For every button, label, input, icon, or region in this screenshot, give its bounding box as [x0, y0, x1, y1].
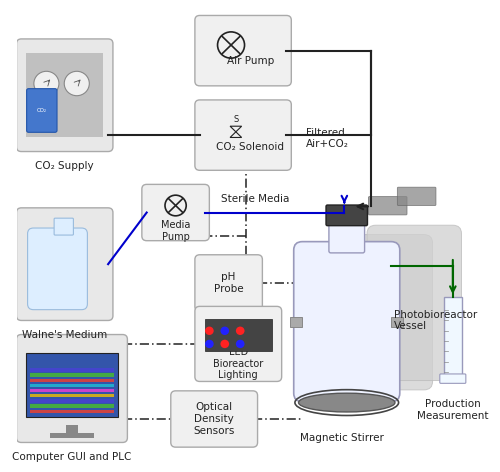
- Circle shape: [236, 340, 244, 348]
- FancyBboxPatch shape: [294, 242, 400, 402]
- FancyBboxPatch shape: [195, 306, 282, 381]
- Circle shape: [220, 340, 229, 348]
- FancyBboxPatch shape: [28, 228, 88, 310]
- Circle shape: [236, 327, 244, 335]
- FancyBboxPatch shape: [398, 187, 436, 205]
- FancyBboxPatch shape: [440, 374, 466, 383]
- Text: Filtered
Air+CO₂: Filtered Air+CO₂: [306, 127, 348, 149]
- Bar: [50, 433, 94, 438]
- FancyBboxPatch shape: [195, 16, 292, 86]
- Text: Magnetic Stirrer: Magnetic Stirrer: [300, 433, 384, 443]
- Text: Photobioreactor
Vessel: Photobioreactor Vessel: [394, 310, 477, 331]
- Bar: [30, 410, 114, 413]
- Text: LED
Bioreactor
Lighting: LED Bioreactor Lighting: [213, 347, 264, 380]
- Circle shape: [205, 340, 214, 348]
- Bar: [290, 317, 302, 328]
- FancyBboxPatch shape: [26, 354, 118, 417]
- Text: Walne's Medium: Walne's Medium: [22, 330, 107, 340]
- Bar: [30, 394, 114, 397]
- Text: CO₂ Solenoid: CO₂ Solenoid: [216, 142, 284, 152]
- Bar: [30, 384, 114, 387]
- FancyBboxPatch shape: [54, 218, 74, 235]
- Bar: [30, 405, 114, 408]
- FancyBboxPatch shape: [444, 297, 462, 377]
- Text: CO₂: CO₂: [36, 108, 46, 113]
- Circle shape: [64, 71, 90, 96]
- Circle shape: [205, 327, 214, 335]
- Text: Media
Pump: Media Pump: [161, 220, 190, 242]
- FancyBboxPatch shape: [16, 208, 113, 320]
- FancyBboxPatch shape: [16, 335, 128, 442]
- FancyBboxPatch shape: [26, 53, 104, 137]
- Bar: [30, 373, 114, 377]
- Bar: [30, 389, 114, 392]
- Bar: [66, 425, 78, 435]
- FancyBboxPatch shape: [326, 205, 368, 226]
- FancyBboxPatch shape: [142, 185, 210, 241]
- Text: pH
Probe: pH Probe: [214, 272, 244, 294]
- FancyBboxPatch shape: [16, 39, 113, 152]
- FancyBboxPatch shape: [171, 391, 258, 447]
- FancyBboxPatch shape: [367, 225, 462, 380]
- Circle shape: [220, 327, 229, 335]
- Text: CO₂ Supply: CO₂ Supply: [36, 161, 94, 171]
- FancyBboxPatch shape: [204, 319, 272, 351]
- FancyBboxPatch shape: [195, 100, 292, 170]
- Bar: [391, 317, 403, 328]
- Bar: [30, 379, 114, 382]
- FancyBboxPatch shape: [329, 219, 364, 253]
- Circle shape: [34, 71, 59, 96]
- FancyBboxPatch shape: [338, 235, 432, 390]
- Bar: [30, 399, 114, 403]
- FancyBboxPatch shape: [368, 196, 407, 215]
- Bar: [30, 368, 114, 371]
- Text: Air Pump: Air Pump: [226, 56, 274, 66]
- Text: Optical
Density
Sensors: Optical Density Sensors: [194, 403, 235, 436]
- FancyBboxPatch shape: [26, 89, 57, 132]
- Ellipse shape: [298, 393, 395, 412]
- FancyBboxPatch shape: [195, 255, 262, 311]
- Text: Computer GUI and PLC: Computer GUI and PLC: [12, 452, 132, 462]
- Text: S: S: [233, 115, 238, 124]
- Text: Production
Measurement: Production Measurement: [417, 399, 488, 421]
- Text: Sterile Media: Sterile Media: [221, 194, 290, 204]
